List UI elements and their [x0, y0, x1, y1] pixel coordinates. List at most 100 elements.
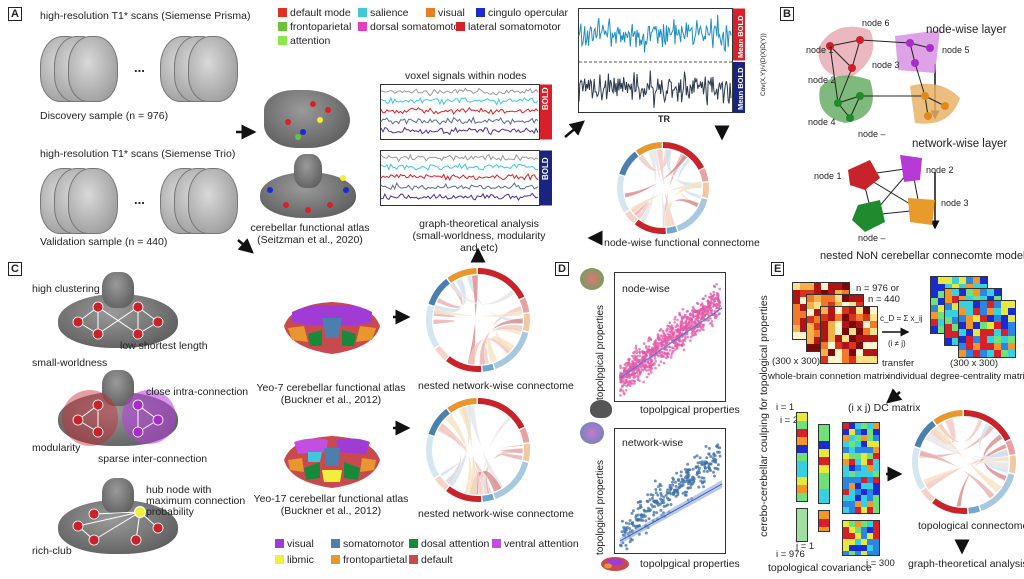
matrix-cell: [861, 551, 867, 555]
matrix-cell: [842, 283, 849, 290]
scatter-point: [650, 367, 654, 370]
scatter-point: [713, 460, 717, 464]
matrix-cell: [807, 290, 814, 297]
scatter-point: [695, 473, 699, 476]
nested-connectome-label-1: nested network-wise connectome: [418, 380, 574, 392]
scatter-point: [707, 446, 711, 450]
scatter-point: [707, 319, 710, 322]
scatter-point: [712, 290, 715, 294]
matrix-cell: [931, 291, 938, 298]
scatter-point: [690, 482, 694, 486]
scatter-point: [652, 510, 656, 514]
matrix-cell: [843, 527, 849, 533]
matrix-cell: [987, 289, 994, 296]
scatter-point: [692, 333, 695, 337]
scatter-point: [695, 454, 699, 458]
scatter-point: [631, 371, 634, 375]
matrix-cell: [849, 527, 855, 533]
matrix-cell: [952, 317, 959, 324]
matrix-cell: [980, 336, 987, 343]
scatter-point: [651, 352, 654, 355]
matrix-cell: [966, 350, 973, 357]
scatter-point: [656, 493, 660, 497]
scatter-point: [656, 342, 659, 345]
matrix-cell: [980, 277, 987, 284]
matrix-cell: [867, 533, 873, 539]
matrix-cell: [1008, 350, 1015, 357]
legend-item: ventral attention: [492, 538, 579, 550]
scatter-point: [705, 456, 709, 460]
legend-item: salience: [358, 7, 409, 19]
matrix-cell: [856, 321, 863, 328]
matrix-cell: [952, 303, 959, 310]
matrix-cell: [821, 307, 828, 314]
scatter-point: [631, 509, 635, 513]
bold-label-1: BOLD: [541, 87, 550, 110]
scatter-point: [690, 309, 694, 312]
scatter-point: [669, 487, 673, 491]
scatter-point: [628, 519, 632, 522]
matrix-cell: [873, 483, 879, 489]
scatter-point: [661, 343, 665, 347]
matrix-cell: [952, 331, 959, 338]
whole-brain-matrix-stack: [792, 282, 882, 364]
matrix-cell: [973, 296, 980, 303]
scatter-point: [682, 316, 685, 320]
scatter-point: [712, 470, 715, 474]
node-wise-plot-title: node-wise: [622, 283, 670, 295]
matrix-cell: [835, 307, 842, 314]
scatter-point: [627, 374, 630, 378]
matrix-cell: [849, 453, 855, 459]
scatter-point: [658, 351, 662, 355]
scatter-point: [647, 345, 651, 348]
scatter-point: [683, 467, 687, 471]
scatter-point: [668, 483, 672, 487]
scatter-point: [644, 345, 648, 348]
scatter-point: [716, 292, 720, 296]
scatter-point: [619, 366, 622, 369]
legend-item: somatomotor: [331, 538, 404, 550]
scatter-point: [622, 526, 626, 530]
scatter-point: [626, 361, 630, 365]
matrix-cell: [870, 314, 877, 321]
scatter-point: [666, 327, 669, 330]
bold-label-2: BOLD: [541, 157, 550, 180]
scatter-point: [673, 321, 676, 324]
matrix-cell: [966, 315, 973, 322]
matrix-cell: [835, 283, 842, 290]
matrix-cell: [952, 338, 959, 345]
tr-axis-label: TR: [658, 114, 670, 124]
validation-sample-label: Validation sample (n = 440): [40, 236, 168, 248]
scatter-point: [668, 349, 672, 352]
scatter-point: [619, 388, 622, 391]
topological-connectome-label: topological connectome: [918, 520, 1024, 532]
matrix-cell: [945, 331, 952, 338]
scatter-point: [710, 301, 714, 304]
scatter-point: [628, 362, 632, 366]
matrix-cell: [807, 295, 814, 302]
chord-arc: [702, 182, 709, 199]
node-label-4: node 4: [808, 117, 836, 127]
scatter-point: [686, 335, 690, 339]
scatter-point: [684, 337, 687, 340]
scatter-network-wise: [614, 428, 726, 554]
net-node-label-2: node 2: [926, 165, 954, 175]
matrix-cell: [931, 319, 938, 326]
matrix-cell: [821, 349, 828, 356]
scatter-point: [681, 307, 685, 311]
scatter-point: [665, 329, 668, 333]
scatter-point: [709, 292, 712, 296]
node-label-dash: node –: [858, 129, 886, 139]
matrix-cell: [1008, 308, 1015, 315]
scatter-point: [653, 355, 656, 358]
matrix-cell: [994, 329, 1001, 336]
scatter-point: [709, 455, 713, 458]
vector-cell: [819, 489, 829, 497]
matrix-cell: [814, 283, 821, 290]
scatter-point: [634, 344, 638, 348]
network-wise-plot-title: network-wise: [622, 437, 684, 449]
scatter-point: [657, 345, 661, 348]
mean-bold-label-1: Mean BOLD: [736, 15, 745, 58]
matrix-cell: [867, 483, 873, 489]
scatter-point: [687, 473, 691, 477]
